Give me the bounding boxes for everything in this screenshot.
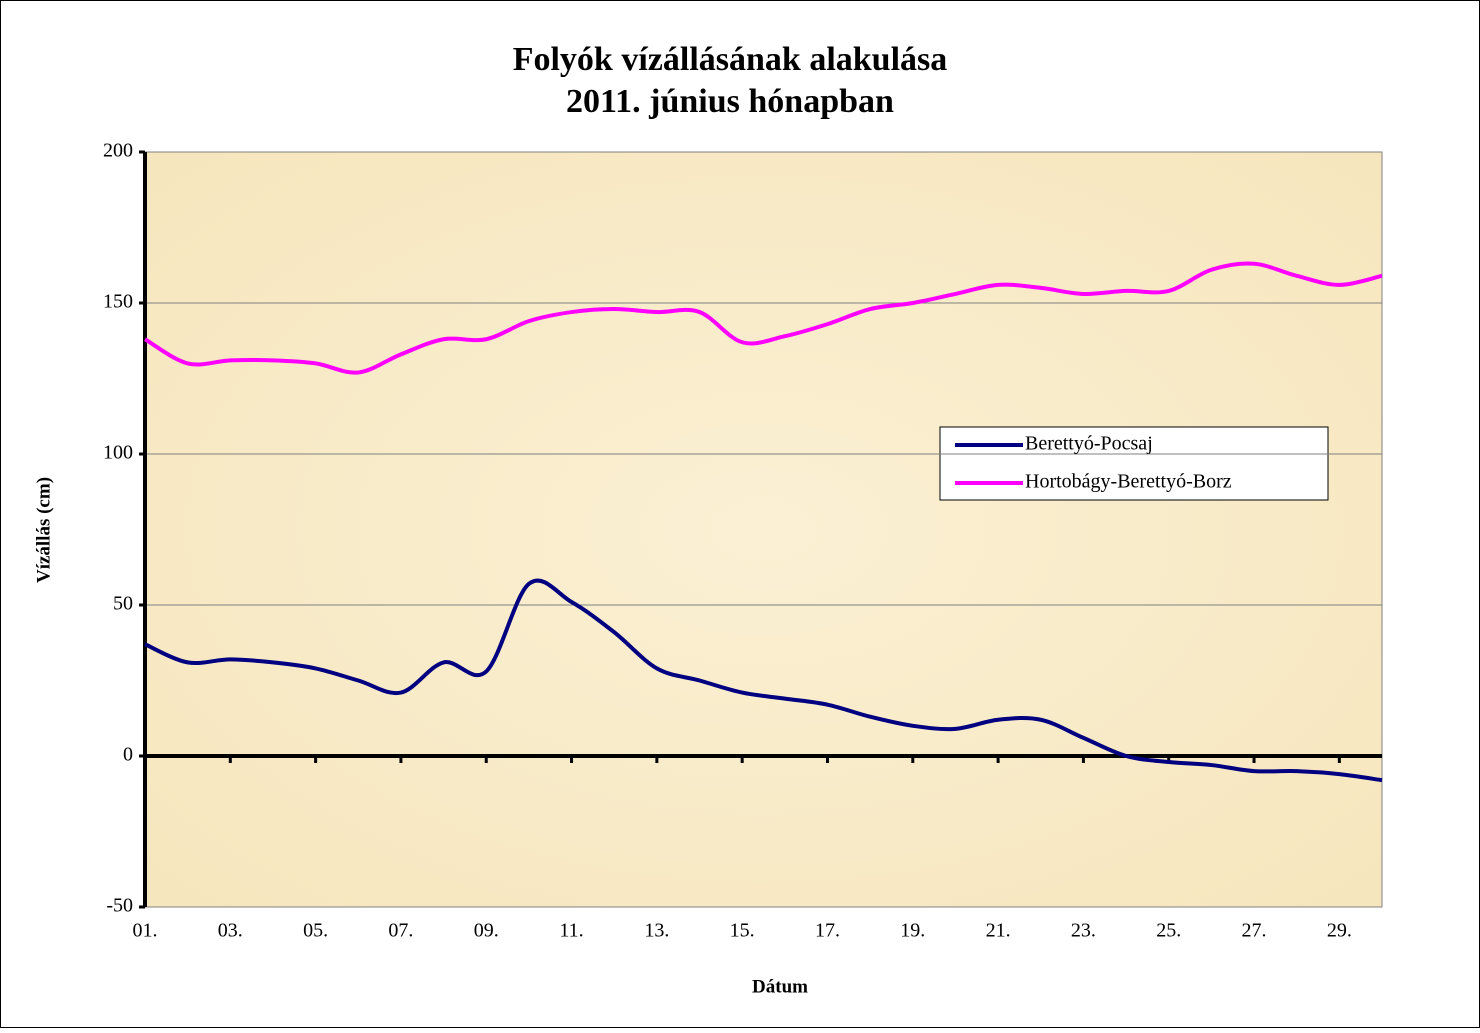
x-tick-label: 13.: [644, 920, 669, 942]
y-tick-label: 150: [103, 291, 133, 313]
y-tick-label: 0: [123, 744, 133, 766]
x-tick-label: 17.: [815, 920, 840, 942]
x-tick-label: 05.: [303, 920, 328, 942]
x-tick-label: 29.: [1327, 920, 1352, 942]
x-tick-label: 27.: [1242, 920, 1267, 942]
y-tick-label: 50: [113, 593, 133, 615]
x-tick-label: 15.: [730, 920, 755, 942]
series-line: [144, 578, 1383, 783]
x-tick-label: 01.: [133, 920, 158, 942]
y-axis-label: Vízállás (cm): [33, 477, 54, 583]
x-axis-label: Dátum: [752, 976, 808, 997]
legend-label: Hortobágy-Berettyó-Borz: [1025, 471, 1232, 493]
x-tick-label: 07.: [388, 920, 413, 942]
x-tick-label: 19.: [900, 920, 925, 942]
legend: [939, 426, 1329, 501]
y-tick-label: -50: [106, 895, 133, 917]
x-tick-label: 11.: [559, 920, 583, 942]
chart-title: 2011. június hónapban: [566, 83, 894, 120]
x-tick-label: 09.: [474, 920, 499, 942]
x-tick-label: 21.: [986, 920, 1011, 942]
x-tick-label: 23.: [1071, 920, 1096, 942]
x-tick-label: 03.: [218, 920, 243, 942]
legend-label: Berettyó-Pocsaj: [1025, 433, 1153, 455]
series-line: [143, 261, 1383, 375]
chart-title: Folyók vízállásának alakulása: [513, 41, 948, 78]
y-tick-label: 100: [103, 442, 133, 464]
plot-area: [144, 151, 1383, 908]
x-tick-label: 25.: [1156, 920, 1181, 942]
y-tick-label: 200: [103, 140, 133, 162]
